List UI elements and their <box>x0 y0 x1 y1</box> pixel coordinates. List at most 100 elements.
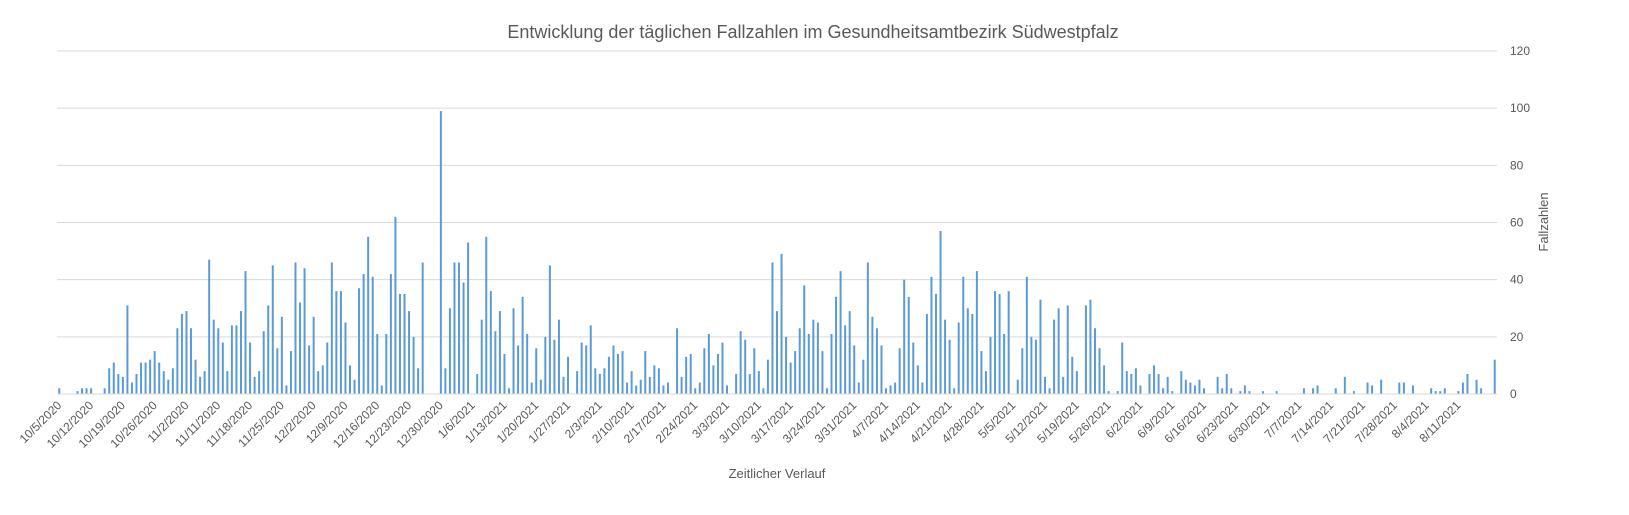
bar <box>680 376 683 394</box>
bar <box>776 311 778 394</box>
bar <box>821 351 824 394</box>
bar <box>417 368 420 394</box>
bar <box>1239 391 1242 394</box>
bar <box>330 262 333 394</box>
bar <box>1084 305 1087 394</box>
bar <box>180 313 183 394</box>
bar <box>553 339 556 394</box>
bar <box>1148 373 1151 394</box>
bar <box>1430 388 1433 394</box>
bar <box>794 351 797 394</box>
bar <box>757 371 760 394</box>
bar <box>626 382 629 394</box>
bar <box>657 368 660 394</box>
bar <box>962 276 965 394</box>
bar <box>121 376 124 394</box>
bar <box>994 291 997 394</box>
bar <box>739 331 742 394</box>
bar <box>126 305 129 394</box>
bar <box>630 371 633 394</box>
bar <box>980 351 983 394</box>
bar <box>748 373 751 394</box>
bar <box>585 345 588 394</box>
y-tick-label: 20 <box>1510 330 1524 344</box>
bar <box>871 316 874 394</box>
bar <box>1466 373 1469 394</box>
bar <box>894 382 897 394</box>
bar <box>458 262 461 394</box>
bar <box>685 356 688 394</box>
bar <box>212 319 215 394</box>
bar <box>1316 385 1319 394</box>
bar <box>716 353 719 394</box>
bar <box>557 319 560 394</box>
bar <box>439 111 442 395</box>
bar <box>1248 391 1251 394</box>
bar <box>289 351 292 394</box>
bar <box>689 353 692 394</box>
bar <box>971 313 974 394</box>
bar <box>816 322 819 394</box>
bar <box>226 371 229 394</box>
bar <box>944 319 947 394</box>
bar <box>1034 339 1037 394</box>
bar <box>353 379 356 394</box>
x-axis-title: Zeitlicher Verlauf <box>729 466 826 481</box>
bar <box>299 302 302 394</box>
bar <box>939 231 942 394</box>
y-axis-title: Fallzahlen <box>1536 192 1551 251</box>
bar <box>635 385 638 394</box>
bar <box>853 345 856 394</box>
bar <box>644 351 647 394</box>
bar <box>1162 388 1165 394</box>
y-tick-label: 80 <box>1510 158 1524 172</box>
bar <box>1493 359 1496 394</box>
bar <box>485 236 488 394</box>
bar <box>480 319 483 394</box>
bar <box>199 376 202 394</box>
bar <box>398 293 401 394</box>
bar <box>1053 319 1056 394</box>
bar <box>1016 379 1019 394</box>
bar <box>898 348 901 394</box>
bar <box>90 388 93 394</box>
bar <box>253 376 256 394</box>
bar <box>267 305 270 394</box>
bar <box>1071 356 1074 394</box>
bar <box>1075 371 1078 394</box>
bar <box>562 376 565 394</box>
bar <box>498 311 501 394</box>
bar <box>58 388 61 394</box>
bar <box>839 271 842 394</box>
bar <box>1125 371 1128 394</box>
bar <box>698 382 701 394</box>
bar <box>707 333 710 394</box>
bar <box>153 351 156 394</box>
bar <box>1275 391 1278 394</box>
bar <box>344 322 347 394</box>
bar <box>494 331 497 394</box>
bar <box>766 359 769 394</box>
bar <box>421 262 424 394</box>
bar <box>1398 382 1401 394</box>
bar <box>1157 373 1160 394</box>
bar <box>862 359 865 394</box>
bar <box>1193 385 1196 394</box>
bar <box>1184 379 1187 394</box>
bar <box>880 345 883 394</box>
bar <box>903 279 906 394</box>
bar <box>676 328 679 394</box>
bar <box>1089 299 1092 394</box>
bar <box>830 333 833 394</box>
bar <box>221 342 224 394</box>
chart-title: Entwicklung der täglichen Fallzahlen im … <box>507 22 1118 42</box>
bar <box>521 296 524 394</box>
bar <box>1198 379 1201 394</box>
bar <box>517 345 520 394</box>
bar <box>726 385 729 394</box>
bar <box>1066 305 1069 394</box>
bar <box>326 342 329 394</box>
bar <box>339 291 342 394</box>
bar <box>1475 379 1478 394</box>
